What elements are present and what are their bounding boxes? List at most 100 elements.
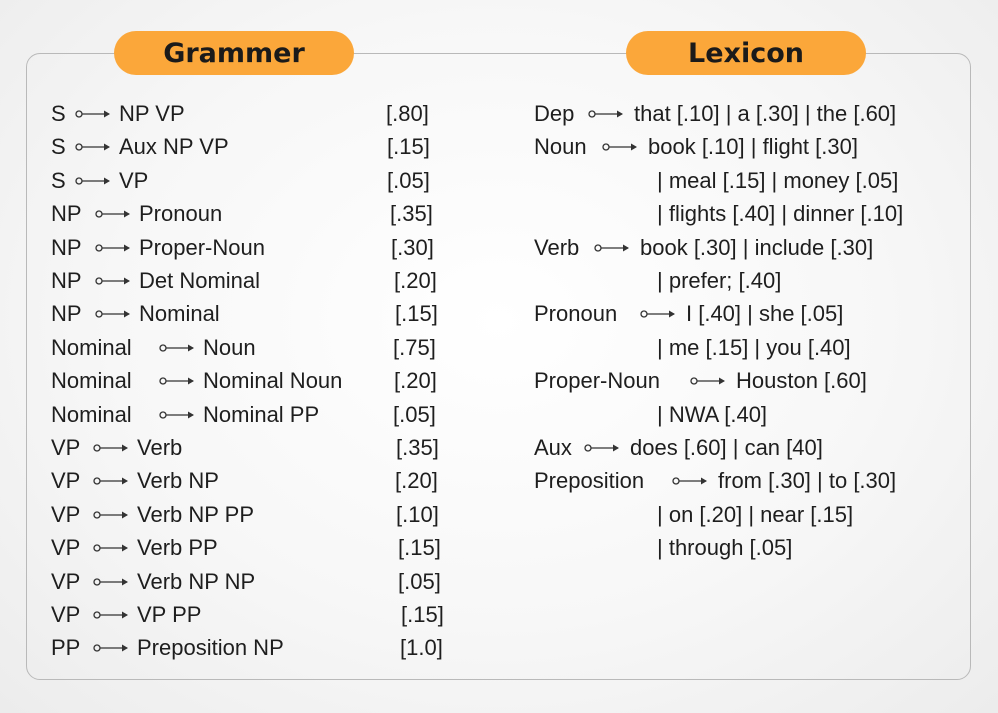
rewrite-arrow-icon (75, 141, 113, 153)
rewrite-arrow-icon (93, 475, 131, 487)
lexicon-continuation-line: | NWA [.40] (0, 401, 990, 429)
rule-probability: [.10] (396, 501, 439, 527)
rule-probability: [.35] (396, 435, 439, 460)
rewrite-arrow-icon (93, 442, 131, 454)
rule-rhs: Verb NP NP (137, 568, 256, 594)
lexicon-entry-first-line: Pronoun I [.40] | she [.05] (0, 300, 990, 328)
rule-lhs: VP (51, 435, 81, 460)
rewrite-arrow-icon (159, 342, 197, 354)
rule-rhs: Nominal (139, 301, 220, 327)
lexicon-continuation-line: | meal [.15] | money [.05] (0, 167, 990, 195)
lexicon-words: | me [.15] | you [.40] (657, 334, 851, 360)
rewrite-arrow-icon (588, 108, 626, 120)
rule-rhs: VP (119, 167, 149, 193)
rewrite-arrow-icon (93, 509, 131, 521)
lexicon-words: | NWA [.40] (657, 401, 768, 427)
rule-rhs: Nominal PP (203, 401, 320, 427)
rule-probability: [.15] (401, 602, 444, 627)
lexicon-header: Lexicon (626, 31, 866, 75)
lexicon-category: Noun (534, 134, 587, 160)
lexicon-words: from [.30] | to [.30] (718, 468, 897, 494)
rule-rhs: Verb NP PP (137, 501, 254, 527)
rewrite-arrow-icon (690, 375, 728, 387)
lexicon-words: | prefer; [.40] (657, 268, 782, 293)
grammar-header: Grammer (114, 31, 354, 75)
rewrite-arrow-icon (93, 609, 131, 621)
rule-rhs: Preposition NP (137, 635, 284, 661)
rule-rhs: Verb (137, 435, 183, 460)
rewrite-arrow-icon (75, 108, 113, 120)
rule-rhs: Aux NP VP (119, 134, 229, 160)
rules-frame (26, 53, 971, 680)
rewrite-arrow-icon (584, 442, 622, 454)
lexicon-words: does [.60] | can [40] (630, 435, 823, 460)
rewrite-arrow-icon (95, 208, 133, 220)
lexicon-words: | flights [.40] | dinner [.10] (657, 201, 904, 227)
rule-probability: [.80] (386, 101, 429, 126)
rewrite-arrow-icon (95, 242, 133, 254)
grammar-rule: VP Verb NP NP [.05] (0, 568, 500, 596)
grammar-rule: VP Verb [.35] (0, 434, 500, 462)
rule-lhs: PP (51, 635, 81, 661)
lexicon-category: Dep (534, 101, 575, 126)
lexicon-category: Preposition (534, 468, 645, 494)
rewrite-arrow-icon (93, 542, 131, 554)
grammar-rule: NP Nominal [.15] (0, 300, 500, 328)
rule-lhs: VP (51, 468, 81, 494)
rule-probability: [.35] (390, 201, 433, 227)
rule-lhs: S (51, 134, 66, 160)
rewrite-arrow-icon (594, 242, 632, 254)
lexicon-words: | on [.20] | near [.15] (657, 501, 854, 527)
lexicon-entry-first-line: Dep that [.10] | a [.30] | the [.60] (0, 100, 990, 128)
grammar-rule: NP Det Nominal [.20] (0, 267, 500, 295)
rewrite-arrow-icon (93, 642, 131, 654)
lexicon-words: book [.30] | include [.30] (640, 234, 874, 260)
rewrite-arrow-icon (672, 475, 710, 487)
rule-lhs: VP (51, 501, 81, 527)
lexicon-category: Verb (534, 234, 580, 260)
lexicon-category: Proper-Noun (534, 368, 660, 394)
rule-lhs: NP (51, 201, 82, 227)
grammar-rule: NP Pronoun [.35] (0, 200, 500, 228)
rule-lhs: NP (51, 234, 82, 260)
rule-rhs: Verb PP (137, 535, 218, 561)
lexicon-words: | meal [.15] | money [.05] (657, 167, 899, 193)
rewrite-arrow-icon (95, 308, 133, 320)
rule-probability: [.20] (394, 268, 437, 293)
grammar-rule: Nominal Nominal Noun [.20] (0, 367, 500, 395)
lexicon-entry-first-line: Verb book [.30] | include [.30] (0, 234, 990, 262)
rule-lhs: S (51, 167, 66, 193)
lexicon-continuation-line: | on [.20] | near [.15] (0, 501, 990, 529)
rule-rhs: Proper-Noun (139, 234, 265, 260)
rule-lhs: Nominal (51, 368, 132, 394)
rule-probability: [.05] (393, 401, 436, 427)
lexicon-continuation-line: | flights [.40] | dinner [.10] (0, 200, 990, 228)
rule-lhs: VP (51, 568, 81, 594)
rule-probability: [.30] (391, 234, 434, 260)
grammar-rule: VP Verb NP PP [.10] (0, 501, 500, 529)
rewrite-arrow-icon (159, 375, 197, 387)
grammar-rule: S VP [.05] (0, 167, 500, 195)
lexicon-words: | through [.05] (657, 535, 793, 561)
rule-rhs: Noun (203, 334, 256, 360)
rule-probability: [.05] (387, 167, 430, 193)
rule-rhs: Pronoun (139, 201, 223, 227)
rule-rhs: Verb NP (137, 468, 219, 494)
grammar-rule: PP Preposition NP [1.0] (0, 634, 500, 662)
rewrite-arrow-icon (95, 275, 133, 287)
grammar-rule: NP Proper-Noun [.30] (0, 234, 500, 262)
rule-rhs: Det Nominal (139, 268, 261, 293)
rule-rhs: Nominal Noun (203, 368, 343, 394)
lexicon-continuation-line: | me [.15] | you [.40] (0, 334, 990, 362)
lexicon-continuation-line: | through [.05] (0, 534, 990, 562)
grammar-rule: Nominal Noun [.75] (0, 334, 500, 362)
lexicon-continuation-line: | prefer; [.40] (0, 267, 990, 295)
rule-lhs: NP (51, 301, 82, 327)
lexicon-category: Aux (534, 435, 572, 460)
grammar-rule: S NP VP [.80] (0, 100, 500, 128)
rule-rhs: VP PP (137, 602, 202, 627)
grammar-rule: VP VP PP [.15] (0, 601, 500, 629)
grammar-rule: VP Verb PP [.15] (0, 534, 500, 562)
rule-probability: [.20] (394, 368, 437, 394)
rule-probability: [.05] (398, 568, 441, 594)
